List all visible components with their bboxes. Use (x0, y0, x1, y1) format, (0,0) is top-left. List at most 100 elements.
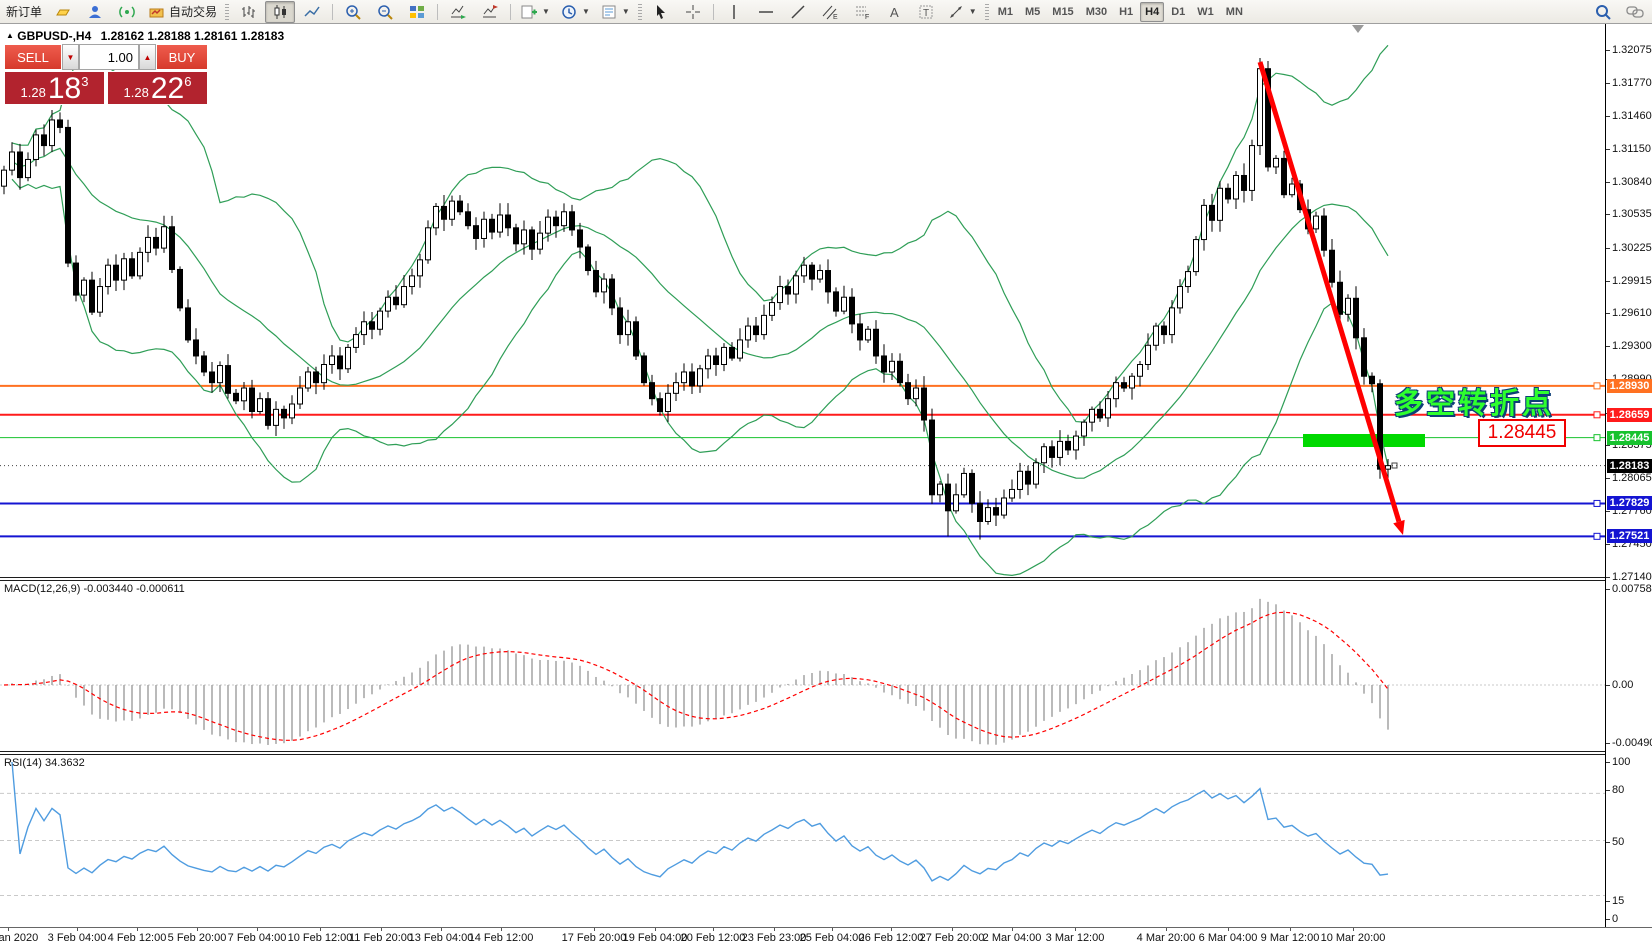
expand-arrow-icon[interactable]: ▲ (6, 31, 14, 40)
tile-windows-icon[interactable] (402, 1, 432, 23)
trader-profile-icon[interactable] (80, 1, 110, 23)
fibonacci-tool-icon[interactable]: F (847, 1, 877, 23)
time-tick (1075, 928, 1076, 931)
periods-button[interactable]: ▼ (556, 1, 594, 23)
timeframe-d1[interactable]: D1 (1171, 5, 1186, 18)
buy-quote[interactable]: 1.28 22 6 (107, 71, 208, 105)
trendline-tool-icon[interactable] (783, 1, 813, 23)
bar-chart-mode-icon[interactable] (233, 1, 263, 23)
line-handle[interactable] (1593, 382, 1601, 390)
label-tool-icon[interactable]: T (911, 1, 941, 23)
svg-text:F: F (865, 14, 869, 21)
volume-increment-button[interactable]: ▲ (139, 44, 156, 70)
auto-scroll-icon[interactable] (443, 1, 473, 23)
time-tick (1166, 928, 1167, 931)
pane-splitter[interactable] (0, 751, 1652, 755)
new-order-button[interactable]: 新订单 (2, 1, 46, 23)
bollinger-band (11, 44, 1389, 423)
macd-axis-tick (1606, 685, 1610, 686)
templates-button[interactable]: ▼ (596, 1, 634, 23)
rsi-axis-tick (1606, 919, 1610, 920)
timeframe-m5[interactable]: M5 (1025, 5, 1041, 18)
volume-decrement-button[interactable]: ▼ (62, 44, 79, 70)
search-icon[interactable] (1588, 1, 1618, 23)
timeframe-h1[interactable]: H1 (1119, 5, 1134, 18)
chart-shift-icon[interactable] (475, 1, 505, 23)
trend-arrow[interactable] (1257, 61, 1405, 535)
price-axis[interactable]: 1.32075 1.31770 1.31460 1.31150 1.30840 1.305… (1605, 24, 1652, 927)
line-price-badge: 1.28659 (1607, 408, 1652, 422)
rsi-axis-label: 80 (1612, 784, 1625, 796)
line-handle[interactable] (1593, 499, 1601, 507)
timeframe-m30[interactable]: M30 (1085, 5, 1108, 18)
macd-axis-tick (1606, 743, 1610, 744)
price-label: 1.29610 (1612, 307, 1652, 319)
signal-icon[interactable] (112, 1, 142, 23)
timeframe-m1[interactable]: M1 (997, 5, 1013, 18)
pane-splitter[interactable] (0, 577, 1652, 581)
arrows-tool-button[interactable]: ▼ (943, 1, 981, 23)
channel-tool-icon[interactable]: E (815, 1, 845, 23)
chart-shift-marker[interactable] (1352, 25, 1364, 33)
chart-plot[interactable] (0, 24, 1652, 927)
line-chart-mode-icon[interactable] (297, 1, 327, 23)
chevron-down-icon: ▼ (621, 7, 630, 16)
time-tick (594, 928, 595, 931)
cursor-tool-icon[interactable] (646, 1, 676, 23)
macd-axis-tick (1606, 589, 1610, 590)
buy-price-base: 1.28 (123, 85, 149, 100)
price-label: 1.29915 (1612, 275, 1652, 287)
macd-axis-label: 0.00 (1612, 679, 1634, 691)
time-tick (501, 928, 502, 931)
vertical-line-tool-icon[interactable] (719, 1, 749, 23)
candlestick-mode-icon[interactable] (265, 0, 296, 23)
turning-point-annotation[interactable]: 多空转折点 (1394, 388, 1555, 420)
timeframe-w1[interactable]: W1 (1197, 5, 1214, 18)
chat-icon[interactable] (1620, 1, 1650, 23)
macd-signal-line (3, 611, 1389, 741)
sell-price-sup: 3 (81, 74, 89, 89)
timeframe-mn[interactable]: MN (1225, 5, 1243, 18)
auto-trading-button[interactable]: 自动交易 (144, 1, 221, 23)
horizontal-line-tool-icon[interactable] (751, 1, 781, 23)
volume-input[interactable] (79, 44, 139, 70)
new-chart-button[interactable]: ▼ (516, 1, 554, 23)
zoom-in-icon[interactable] (338, 1, 368, 23)
green-highlight-band[interactable] (1303, 434, 1425, 447)
buy-button[interactable]: BUY (156, 44, 208, 70)
zoom-out-icon[interactable] (370, 1, 400, 23)
timeframe-m15[interactable]: M15 (1052, 5, 1074, 18)
gold-ingot-icon[interactable] (48, 1, 78, 23)
line-handle[interactable] (1593, 411, 1601, 419)
time-axis[interactable]: 30 Jan 2020 3 Feb 04:004 Feb 12:005 Feb 2… (0, 927, 1652, 951)
price-flag-annotation[interactable]: 1.28445 (1478, 419, 1566, 447)
rsi-axis-label: 100 (1612, 756, 1631, 768)
rsi-line (11, 761, 1389, 882)
crosshair-tool-icon[interactable] (678, 1, 708, 23)
timeframe-group: M1 M5 M15 M30 H1 H4 D1 W1 MN (993, 1, 1248, 22)
price-tick (1606, 281, 1610, 282)
price-tick (1606, 445, 1610, 446)
chevron-down-icon: ▼ (968, 7, 977, 16)
chart-window: ▲ GBPUSD-,H4 1.28162 1.28188 1.28161 1.2… (0, 24, 1652, 927)
timeframe-h4[interactable]: H4 (1140, 1, 1165, 22)
line-handle[interactable] (1593, 434, 1601, 442)
time-tick (713, 928, 714, 931)
main-pane-layer (0, 44, 1605, 577)
bid-price-badge: 1.28183 (1607, 459, 1652, 473)
chevron-down-icon: ▼ (581, 7, 590, 16)
symbol-title: ▲ GBPUSD-,H4 1.28162 1.28188 1.28161 1.2… (6, 29, 284, 43)
time-label: 10 Mar 20:00 (1320, 932, 1386, 944)
time-tick (952, 928, 953, 931)
price-tick (1606, 544, 1610, 545)
text-tool-icon[interactable]: A (879, 1, 909, 23)
ohlc-values: 1.28162 1.28188 1.28161 1.28183 (100, 29, 285, 43)
line-handle[interactable] (1593, 532, 1601, 540)
rsi-axis-tick (1606, 842, 1610, 843)
sell-button[interactable]: SELL (4, 44, 62, 70)
time-label: 23 Feb 23:00 (741, 932, 807, 944)
price-tick (1606, 50, 1610, 51)
price-tick (1606, 182, 1610, 183)
price-tick (1606, 511, 1610, 512)
sell-quote[interactable]: 1.28 18 3 (4, 71, 105, 105)
